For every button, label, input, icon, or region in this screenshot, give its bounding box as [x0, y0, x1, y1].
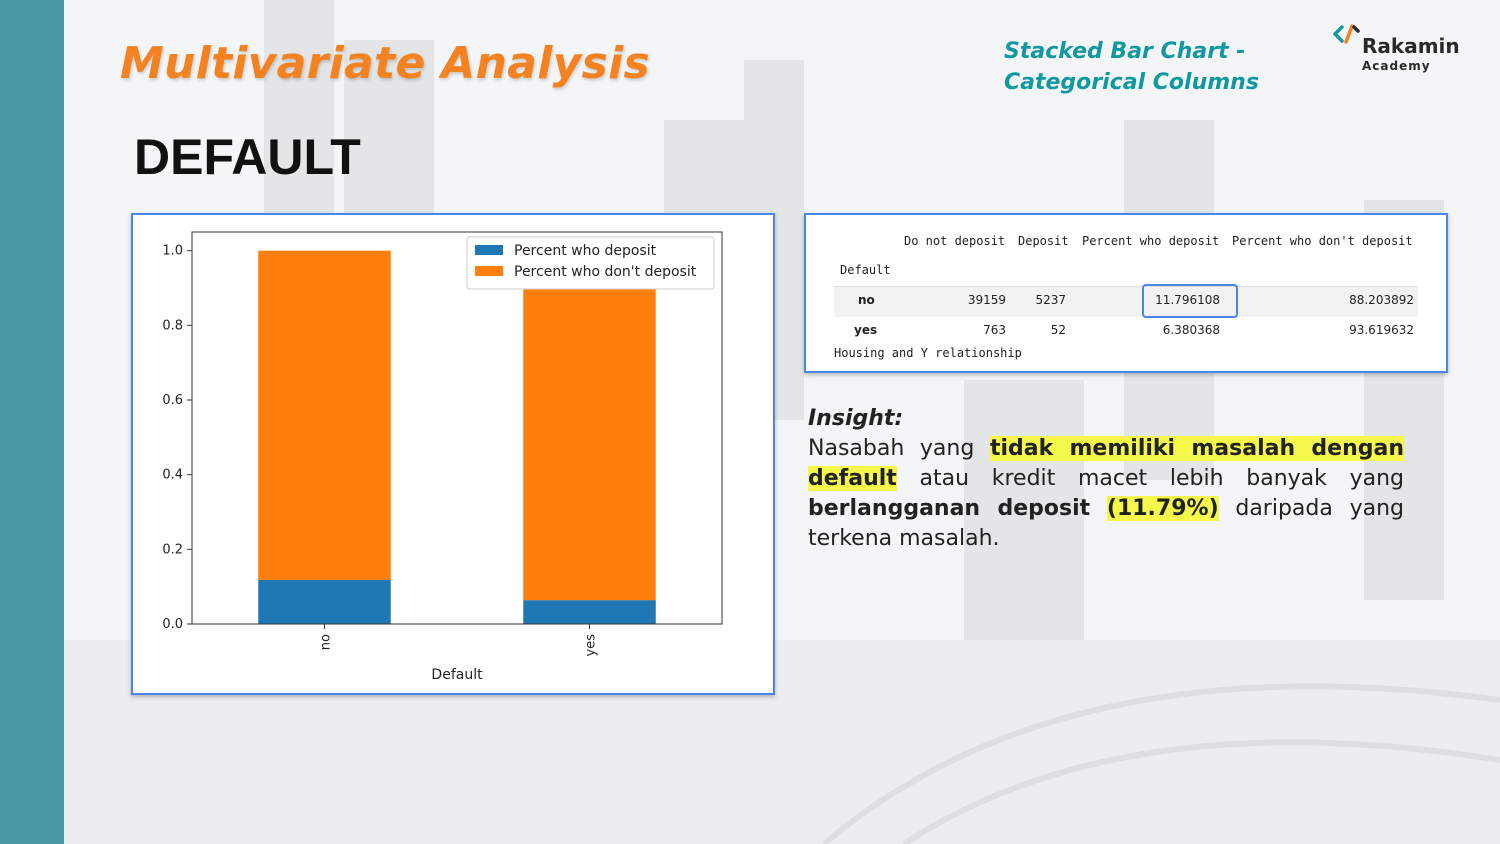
legend-swatch: [475, 266, 503, 276]
insight-bold: berlangganan deposit: [808, 496, 1091, 521]
insight-text-part: atau kredit macet lebih banyak yang: [896, 466, 1404, 491]
plot-area-frame: [191, 231, 723, 625]
bar-segment-yes-no-deposit: [523, 250, 656, 601]
insight-block: Insight: Nasabah yang tidak memiliki mas…: [808, 404, 1405, 554]
stacked-bar-chart-frame: 0.0 0.2 0.4 0.6 0.8 1.0 no yes Default Percent…: [131, 213, 775, 695]
insight-text-part: Nasabah yang: [808, 436, 990, 461]
y-tick-label: 0.6: [162, 393, 183, 408]
crosstab-table: Do not deposit Deposit Percent who depos…: [804, 213, 1448, 373]
index-header: Default: [840, 263, 891, 277]
column-header: Do not deposit: [904, 234, 1006, 248]
rakamin-logo: Rakamin Academy: [1332, 24, 1482, 76]
y-tick-label: 1.0: [162, 244, 183, 259]
table-cell: 5237: [1035, 293, 1066, 307]
table-caption: Housing and Y relationship: [834, 346, 1022, 360]
table-cell: 52: [1050, 323, 1066, 337]
bar-segment-yes-deposit: [523, 600, 656, 624]
table-row-highlight-band: [834, 286, 1418, 317]
highlighted-cell-outline: [1142, 284, 1238, 318]
column-header: Percent who don't deposit: [1232, 234, 1413, 248]
legend-label: Percent who deposit: [514, 243, 657, 259]
section-heading: DEFAULT: [134, 129, 361, 185]
x-axis-label: Default: [431, 667, 483, 683]
bar-segment-no-no-deposit: [258, 250, 391, 580]
row-label: no: [858, 293, 875, 307]
slide-subtitle: Stacked Bar Chart - Categorical Columns: [1004, 36, 1294, 98]
bar-segment-no-deposit: [258, 579, 391, 624]
column-header: Percent who deposit: [1082, 234, 1220, 248]
x-tick-label: no: [319, 634, 334, 650]
legend-swatch: [475, 245, 503, 255]
table-cell: 39159: [967, 293, 1006, 307]
x-tick-label: yes: [584, 634, 599, 657]
insight-text: Nasabah yang tidak memiliki masalah deng…: [808, 434, 1405, 554]
insight-text-part: [1090, 496, 1107, 521]
table-cell: 93.619632: [1349, 323, 1414, 337]
table-cell: 11.796108: [1155, 293, 1220, 307]
y-tick-label: 0.4: [162, 468, 183, 483]
stacked-bar-chart: 0.0 0.2 0.4 0.6 0.8 1.0 no yes Default Percent…: [162, 231, 723, 683]
insight-label: Insight:: [808, 406, 904, 431]
code-bracket-icon: [1333, 24, 1360, 44]
y-tick-label: 0.8: [162, 318, 183, 333]
table-cell: 763: [983, 323, 1006, 337]
insight-text-part: daripada yang terkena masalah.: [808, 496, 1404, 551]
row-label: yes: [854, 323, 878, 337]
logo-subtitle: Academy: [1362, 59, 1431, 73]
legend-label: Percent who don't deposit: [514, 264, 697, 280]
subtitle-line-2: Categorical Columns: [1004, 70, 1259, 95]
y-tick-label: 0.2: [162, 542, 183, 557]
table-cell: 6.380368: [1162, 323, 1220, 337]
chart-legend: Percent who deposit Percent who don't dep…: [466, 236, 715, 290]
subtitle-line-1: Stacked Bar Chart -: [1004, 39, 1246, 64]
y-tick-label: 0.0: [162, 617, 183, 632]
page-title: Multivariate Analysis: [120, 38, 650, 89]
column-header: Deposit: [1018, 234, 1069, 248]
logo-name: Rakamin: [1362, 34, 1460, 58]
table-cell: 88.203892: [1349, 293, 1414, 307]
insight-highlight-percent: (11.79%): [1106, 496, 1219, 521]
left-accent-bar: [0, 0, 64, 844]
legend-box: [466, 236, 715, 290]
